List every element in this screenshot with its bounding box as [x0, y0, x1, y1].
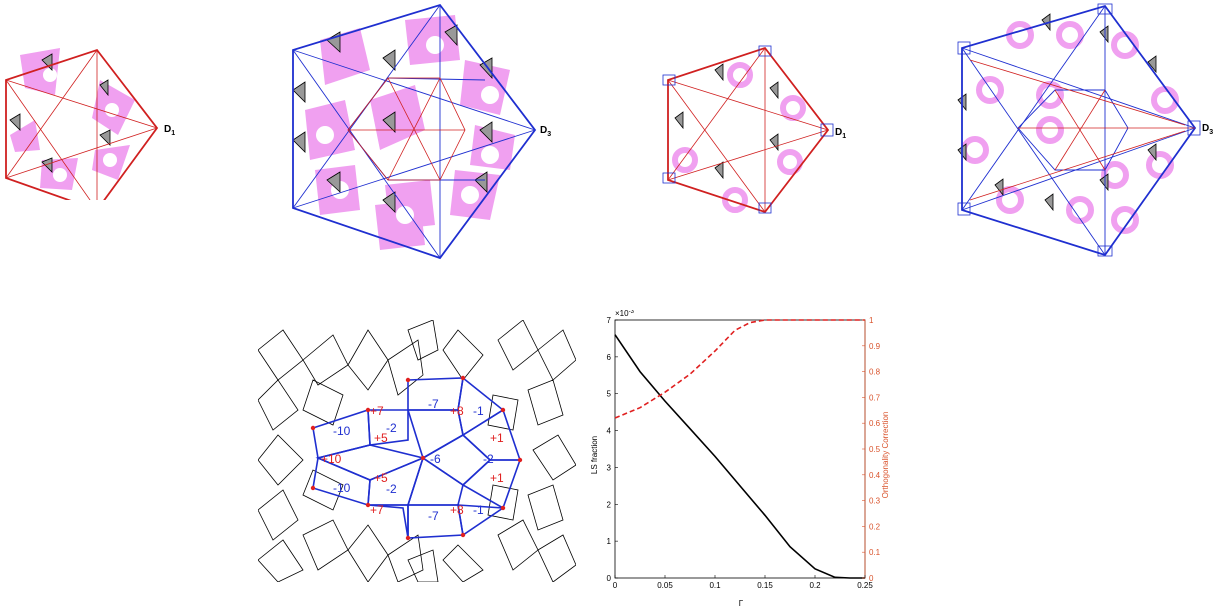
y-axis-label: LS fraction — [590, 436, 599, 474]
tile-label: +8 — [450, 503, 464, 517]
plot-frame — [614, 319, 866, 579]
gray-markers — [9, 53, 111, 173]
panel-label-sub: 1 — [842, 133, 846, 140]
y-tick-label: 1 — [607, 537, 612, 546]
tick-layer: 0 0.05 0.1 0.15 0.2 0.250123456700.10.20.30.4… — [607, 316, 881, 590]
x-tick-label: 0.2 — [809, 581, 821, 590]
pentagon-d3-large: D3 — [292, 3, 551, 260]
panel-label: D3 — [540, 125, 551, 138]
rhombus-tiling: -7 +8 -1 +7 -10 -2 +5 +1 +10 -6 -2 +1 -1… — [258, 320, 576, 582]
tile-label: -10 — [333, 424, 351, 438]
y2-axis-label: Orthogonality Correction — [881, 412, 890, 499]
tile-label: +8 — [450, 404, 464, 418]
y2-tick-label: 0.1 — [869, 548, 881, 557]
pentagon-d1-small: D1 — [5, 48, 175, 200]
pink-decorations — [672, 62, 806, 213]
x-tick-label: 0.15 — [757, 581, 773, 590]
panel-label: D1 — [164, 124, 175, 137]
x-tick-label: 0.25 — [857, 581, 873, 590]
tile-label: +1 — [490, 431, 504, 445]
corner-boxes — [662, 45, 834, 214]
y2-tick-label: 0.2 — [869, 522, 881, 531]
panel-label-main: D — [164, 124, 171, 135]
panel-label-sub: 3 — [1209, 129, 1213, 136]
panel-label-main: D — [835, 127, 842, 138]
tile-label: +7 — [370, 404, 384, 418]
exponent-sup: -3 — [629, 310, 635, 315]
exponent-base: ×10 — [615, 310, 629, 318]
panel-label-sub: 1 — [171, 130, 175, 137]
tile-label: -1 — [473, 503, 484, 517]
ls-fraction-line — [614, 334, 865, 579]
y2-tick-label: 0.9 — [869, 342, 881, 351]
x-axis-label: Γ — [739, 599, 744, 608]
y-tick-label: 7 — [607, 316, 612, 325]
ls-fraction-chart: 0 0.05 0.1 0.15 0.2 0.250123456700.10.20.30.4… — [590, 310, 890, 608]
inner-lines-red — [969, 59, 1195, 201]
inner-lines — [5, 49, 158, 200]
pentagon-d3-cornered: D3 — [957, 3, 1213, 257]
y-tick-label: 3 — [607, 463, 612, 472]
y2-tick-label: 1 — [869, 316, 874, 325]
y2-tick-label: 0.8 — [869, 368, 881, 377]
pentagon-d1-cornered: D1 — [662, 45, 846, 214]
inner-lines-blue — [961, 5, 1196, 256]
y2-tick-label: 0.4 — [869, 471, 881, 480]
inner-lines-red — [347, 77, 466, 181]
y2-tick-label: 0 — [869, 574, 874, 583]
x-tick-label: 0.1 — [709, 581, 721, 590]
tiling-labels: -7 +8 -1 +7 -10 -2 +5 +1 +10 -6 -2 +1 -1… — [321, 397, 504, 523]
y2-tick-label: 0.6 — [869, 419, 881, 428]
y-exponent-label: ×10-3 — [615, 310, 635, 318]
tile-label: +5 — [374, 431, 388, 445]
pentagon-outline — [5, 48, 159, 200]
x-tick-label: 0.05 — [657, 581, 673, 590]
panel-label-main: D — [540, 125, 547, 136]
orthogonality-correction-line — [614, 319, 865, 419]
tile-label: -2 — [386, 421, 397, 435]
tile-label: -7 — [428, 397, 439, 411]
plot-border — [614, 319, 866, 579]
tile-label: +10 — [321, 452, 342, 466]
tile-label: -1 — [473, 404, 484, 418]
y-tick-label: 4 — [607, 427, 612, 436]
tile-label: +5 — [374, 471, 388, 485]
y2-tick-label: 0.5 — [869, 445, 881, 454]
y2-tick-label: 0.7 — [869, 393, 881, 402]
red-vertex-dots — [310, 375, 523, 541]
background-tiling — [258, 320, 576, 582]
pentagon-outline — [961, 4, 1197, 257]
pentagon-outline — [292, 3, 537, 260]
corner-boxes — [957, 3, 1201, 257]
panel-label: D3 — [1202, 123, 1213, 136]
tile-label: +1 — [490, 471, 504, 485]
panel-label-sub: 3 — [547, 131, 551, 138]
gray-markers — [674, 63, 779, 180]
series-layer — [614, 319, 865, 579]
inner-lines — [667, 47, 829, 213]
y-tick-label: 6 — [607, 353, 612, 362]
y-tick-label: 0 — [607, 574, 612, 583]
tile-label: -2 — [386, 482, 397, 496]
tile-label: -2 — [483, 452, 494, 466]
gray-markers — [957, 13, 1157, 212]
tile-label: +7 — [370, 503, 384, 517]
y2-tick-label: 0.3 — [869, 497, 881, 506]
pink-decorations — [961, 21, 1179, 234]
tile-label: -6 — [430, 452, 441, 466]
y-tick-label: 2 — [607, 500, 612, 509]
tile-label: -7 — [428, 509, 439, 523]
pentagon-outline — [667, 46, 830, 214]
tile-label: -10 — [333, 481, 351, 495]
panel-label: D1 — [835, 127, 846, 140]
panel-label-main: D — [1202, 123, 1209, 134]
y-tick-label: 5 — [607, 390, 612, 399]
x-tick-label: 0 — [613, 581, 618, 590]
pink-decorations — [10, 48, 135, 190]
